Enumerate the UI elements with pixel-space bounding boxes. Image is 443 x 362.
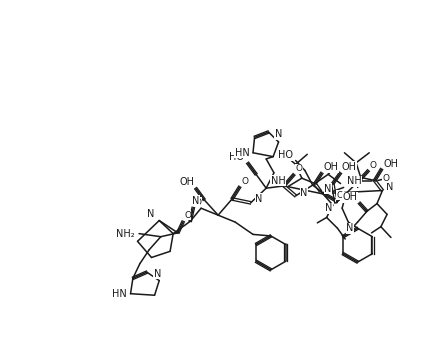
Text: N: N bbox=[325, 203, 332, 213]
Text: NH: NH bbox=[347, 176, 361, 186]
Text: OH: OH bbox=[323, 163, 338, 172]
Text: N: N bbox=[324, 184, 332, 194]
Text: OH: OH bbox=[342, 162, 356, 172]
Text: O: O bbox=[194, 198, 201, 207]
Text: N: N bbox=[346, 223, 354, 233]
Text: N: N bbox=[386, 182, 394, 193]
Text: O: O bbox=[184, 211, 191, 220]
Text: OH: OH bbox=[179, 177, 194, 187]
Text: HN: HN bbox=[235, 148, 249, 158]
Text: N: N bbox=[147, 209, 155, 219]
Text: OH: OH bbox=[342, 193, 358, 202]
Text: HN: HN bbox=[113, 289, 127, 299]
Text: N: N bbox=[154, 269, 161, 279]
Text: O: O bbox=[369, 161, 376, 170]
Text: N: N bbox=[275, 129, 282, 139]
Text: HO: HO bbox=[278, 150, 293, 160]
Text: O: O bbox=[295, 164, 303, 173]
Text: NH₂: NH₂ bbox=[116, 229, 134, 239]
Text: O: O bbox=[241, 177, 249, 186]
Text: N: N bbox=[300, 188, 307, 198]
Text: O: O bbox=[337, 191, 344, 199]
Text: HO: HO bbox=[229, 152, 245, 161]
Text: OH: OH bbox=[383, 159, 398, 169]
Text: O: O bbox=[382, 174, 389, 183]
Text: N: N bbox=[255, 194, 263, 204]
Text: NH: NH bbox=[271, 176, 286, 185]
Text: N: N bbox=[192, 195, 199, 206]
